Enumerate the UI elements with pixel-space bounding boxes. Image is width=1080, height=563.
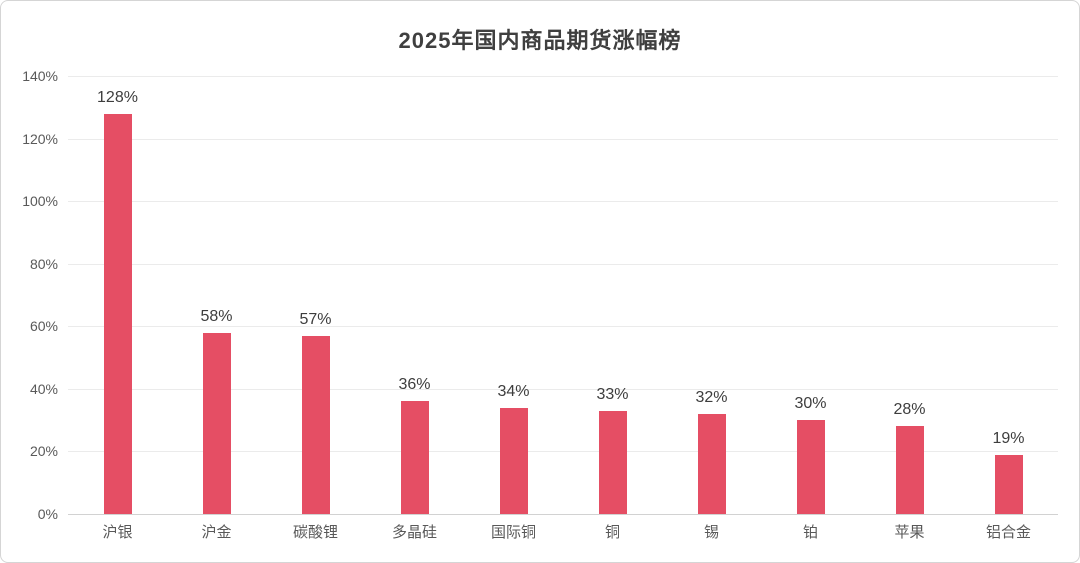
y-axis: 0% 20% 40% 60% 80% 100% 120% 140% bbox=[1, 68, 58, 522]
bar-cell: 57% bbox=[266, 76, 365, 514]
bar-cell: 32% bbox=[662, 76, 761, 514]
bar-cell: 28% bbox=[860, 76, 959, 514]
chart-title: 2025年国内商品期货涨幅榜 bbox=[398, 28, 682, 53]
y-axis-tick-label: 140% bbox=[22, 68, 58, 84]
bar-cell: 19% bbox=[959, 76, 1058, 514]
x-axis-label: 苹果 bbox=[894, 524, 925, 541]
bar bbox=[895, 426, 924, 514]
bar-cell: 30% bbox=[761, 76, 860, 514]
bar bbox=[103, 113, 132, 514]
gridline bbox=[68, 263, 1058, 265]
bar bbox=[796, 420, 825, 514]
bar-value-label: 128% bbox=[97, 88, 138, 106]
plot-area: 128% 58% 57% 36% 34% 33% 32% 30% 28% 19% bbox=[68, 76, 1058, 515]
x-axis-label: 铂 bbox=[802, 524, 818, 541]
bar-value-label: 32% bbox=[695, 388, 728, 406]
bar-value-label: 36% bbox=[398, 376, 431, 394]
gridline bbox=[68, 326, 1058, 328]
y-axis-tick-label: 120% bbox=[22, 130, 58, 147]
gridline bbox=[68, 76, 1058, 77]
gridline bbox=[68, 138, 1058, 140]
bar-value-label: 19% bbox=[992, 429, 1025, 447]
x-axis-label: 锡 bbox=[703, 524, 719, 541]
y-axis-tick-label: 60% bbox=[29, 318, 58, 335]
y-axis-tick-label: 80% bbox=[29, 255, 58, 272]
gridline bbox=[68, 201, 1058, 203]
x-axis: 沪银 沪金 碳酸锂 多晶硅 国际铜 铜 锡 铂 苹果 铝合金 bbox=[68, 521, 1058, 542]
bar-value-label: 34% bbox=[497, 382, 530, 400]
x-axis-label: 国际铜 bbox=[490, 524, 536, 541]
bar bbox=[202, 332, 231, 514]
gridline bbox=[68, 388, 1058, 390]
bar-cell: 58% bbox=[167, 76, 266, 514]
bar-cell: 33% bbox=[563, 76, 662, 514]
bar bbox=[400, 401, 429, 514]
bar bbox=[499, 407, 528, 514]
x-axis-label: 铜 bbox=[604, 524, 620, 541]
bar-cell: 34% bbox=[464, 76, 563, 514]
bar-value-label: 30% bbox=[794, 395, 827, 413]
bar-cell: 36% bbox=[365, 76, 464, 514]
bar bbox=[301, 335, 330, 514]
y-axis-tick-label: 100% bbox=[22, 193, 58, 210]
y-axis-tick-label: 20% bbox=[29, 443, 58, 460]
bar bbox=[598, 410, 627, 514]
x-axis-line bbox=[68, 514, 1058, 515]
bar-value-label: 28% bbox=[893, 401, 926, 419]
y-axis-tick-label: 40% bbox=[29, 380, 58, 397]
bar-series: 128% 58% 57% 36% 34% 33% 32% 30% 28% 19% bbox=[68, 76, 1058, 514]
bar-value-label: 33% bbox=[596, 385, 629, 403]
x-axis-label: 碳酸锂 bbox=[292, 524, 338, 541]
x-axis-label: 多晶硅 bbox=[391, 524, 437, 541]
x-axis-label: 沪银 bbox=[102, 524, 133, 541]
x-axis-label: 铝合金 bbox=[985, 524, 1031, 541]
x-axis-label: 沪金 bbox=[201, 524, 232, 541]
bar bbox=[994, 454, 1023, 514]
bar-value-label: 58% bbox=[200, 307, 233, 325]
y-axis-tick-label: 0% bbox=[37, 506, 58, 522]
bar-cell: 128% bbox=[68, 76, 167, 514]
gridline bbox=[68, 451, 1058, 453]
bar-value-label: 57% bbox=[299, 310, 332, 328]
bar bbox=[697, 413, 726, 514]
